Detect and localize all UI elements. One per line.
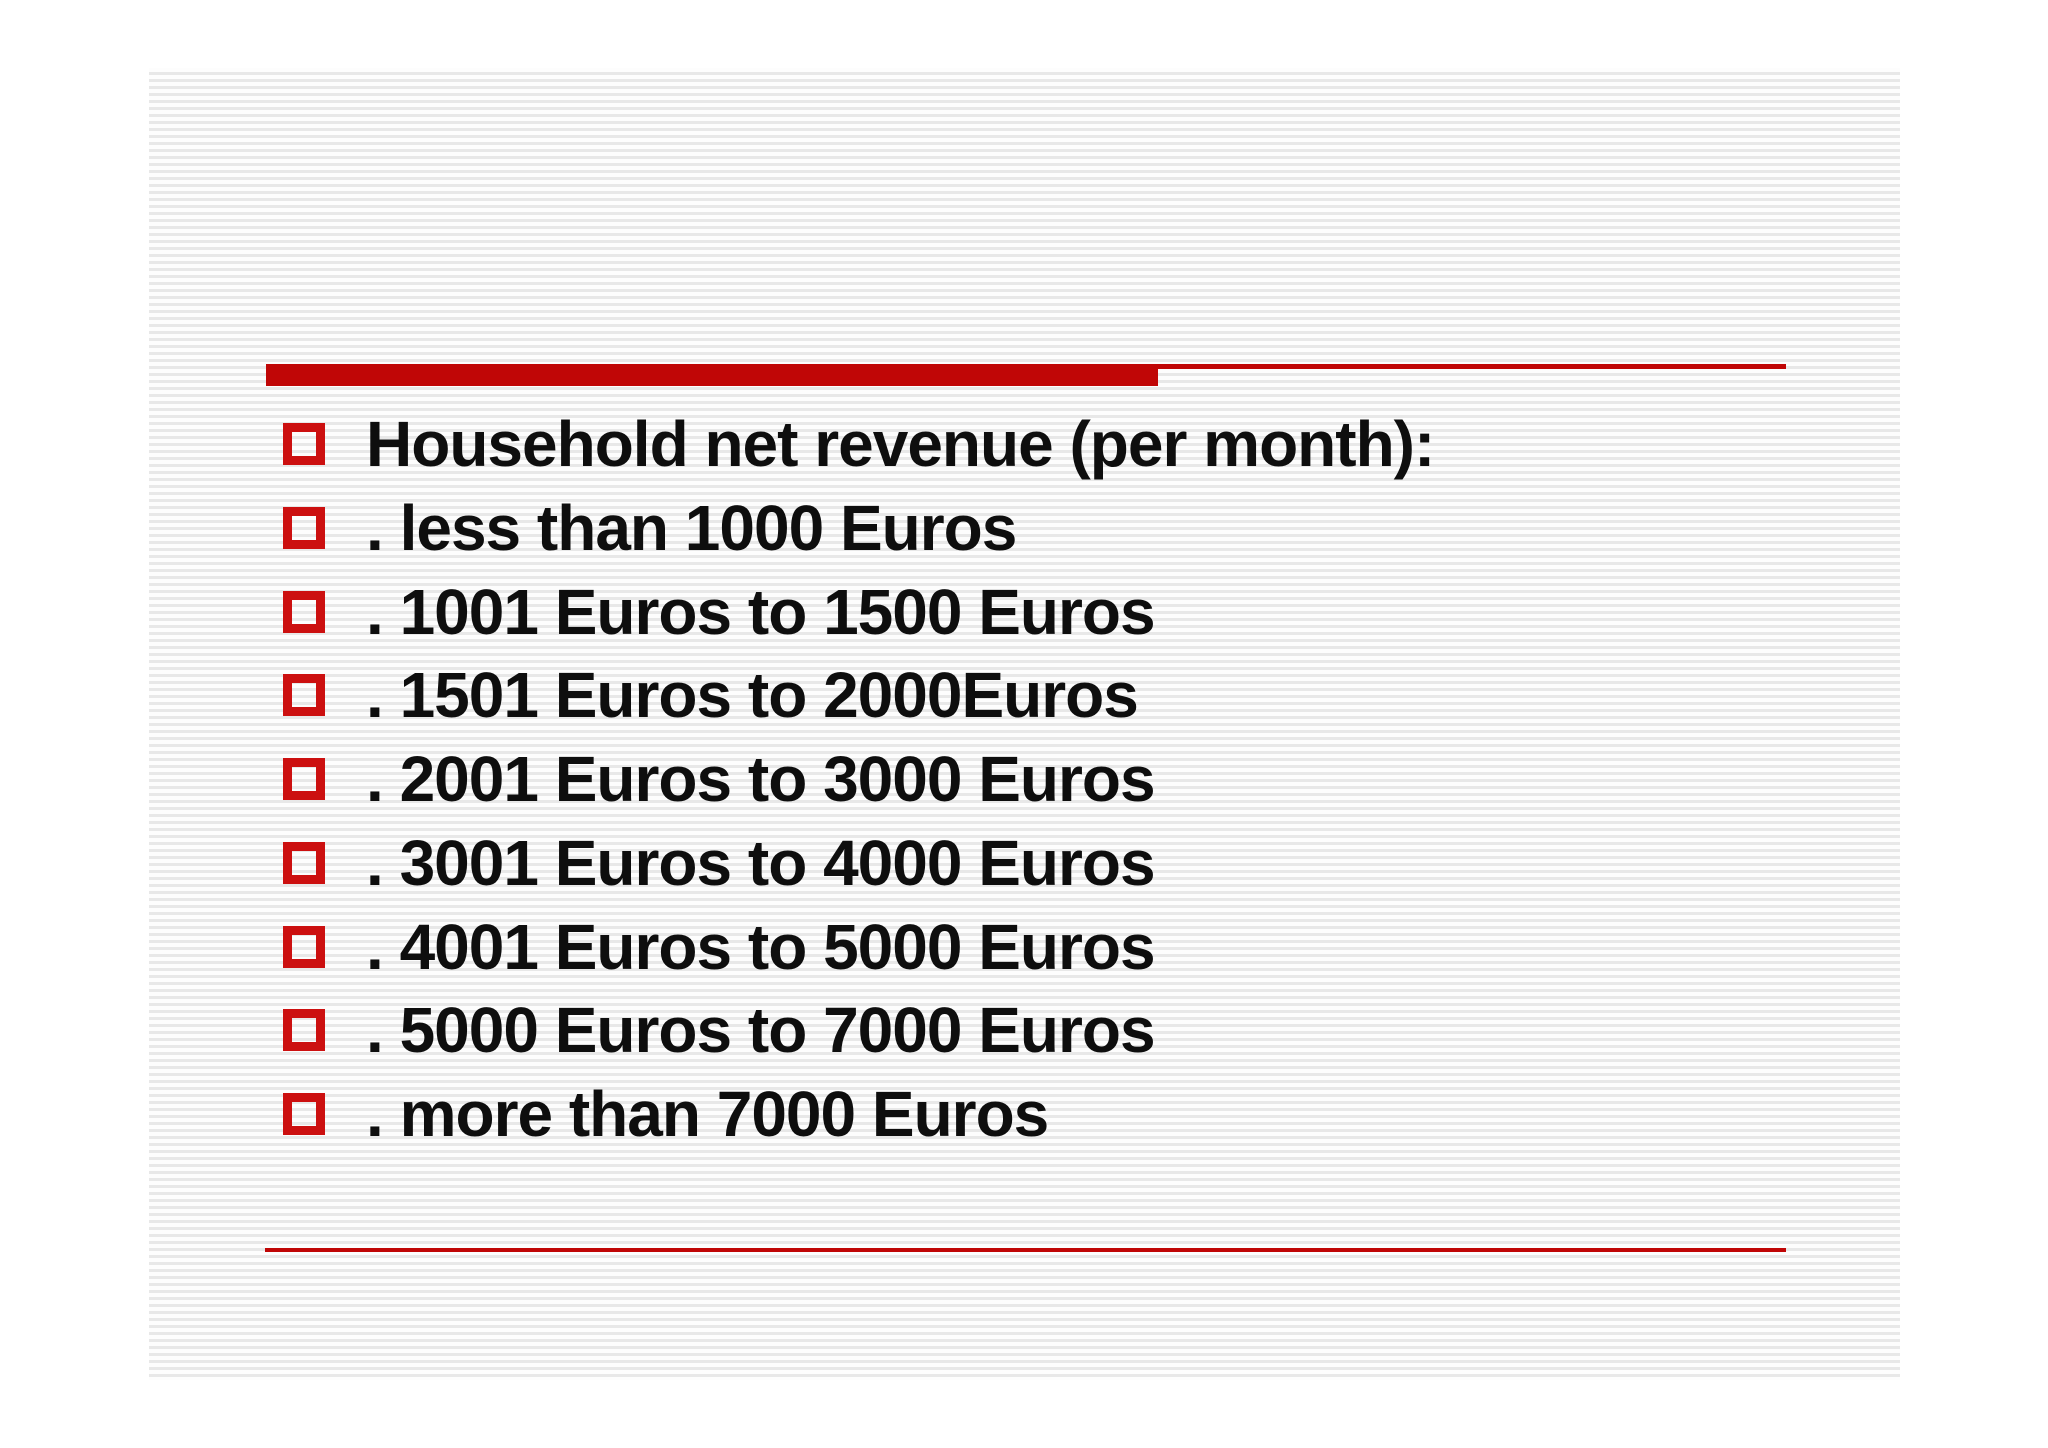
header-divider-bar — [266, 364, 1158, 386]
bullet-square-icon — [283, 1009, 325, 1051]
bullet-square-icon — [283, 926, 325, 968]
list-item: . 3001 Euros to 4000 Euros — [283, 821, 1156, 905]
list-item-label: . more than 7000 Euros — [366, 1078, 1049, 1150]
list-item-label: . less than 1000 Euros — [366, 492, 1017, 564]
list-item-label: . 4001 Euros to 5000 Euros — [366, 911, 1156, 983]
list-item: . 1001 Euros to 1500 Euros — [283, 570, 1156, 654]
list-item-label: Household net revenue (per month): — [366, 408, 1435, 480]
bullet-square-icon — [283, 591, 325, 633]
list-item-label: . 5000 Euros to 7000 Euros — [366, 994, 1156, 1066]
list-item-label: . 1501 Euros to 2000Euros — [366, 659, 1139, 731]
list-item: . 5000 Euros to 7000 Euros — [283, 988, 1156, 1072]
bullet-square-icon — [283, 674, 325, 716]
list-item: . less than 1000 Euros — [283, 486, 1017, 570]
footer-divider-line — [265, 1248, 1786, 1252]
bullet-square-icon — [283, 842, 325, 884]
bullet-square-icon — [283, 1093, 325, 1135]
striped-background — [149, 68, 1900, 1380]
list-item: . 4001 Euros to 5000 Euros — [283, 905, 1156, 989]
list-item-label: . 1001 Euros to 1500 Euros — [366, 576, 1156, 648]
bullet-square-icon — [283, 423, 325, 465]
header-divider-line — [1158, 364, 1786, 369]
list-item: Household net revenue (per month): — [283, 402, 1435, 486]
bullet-square-icon — [283, 507, 325, 549]
list-item-label: . 3001 Euros to 4000 Euros — [366, 827, 1156, 899]
list-item: . 1501 Euros to 2000Euros — [283, 653, 1139, 737]
list-item: . more than 7000 Euros — [283, 1072, 1049, 1156]
bullet-square-icon — [283, 758, 325, 800]
list-item: . 2001 Euros to 3000 Euros — [283, 737, 1156, 821]
list-item-label: . 2001 Euros to 3000 Euros — [366, 743, 1156, 815]
